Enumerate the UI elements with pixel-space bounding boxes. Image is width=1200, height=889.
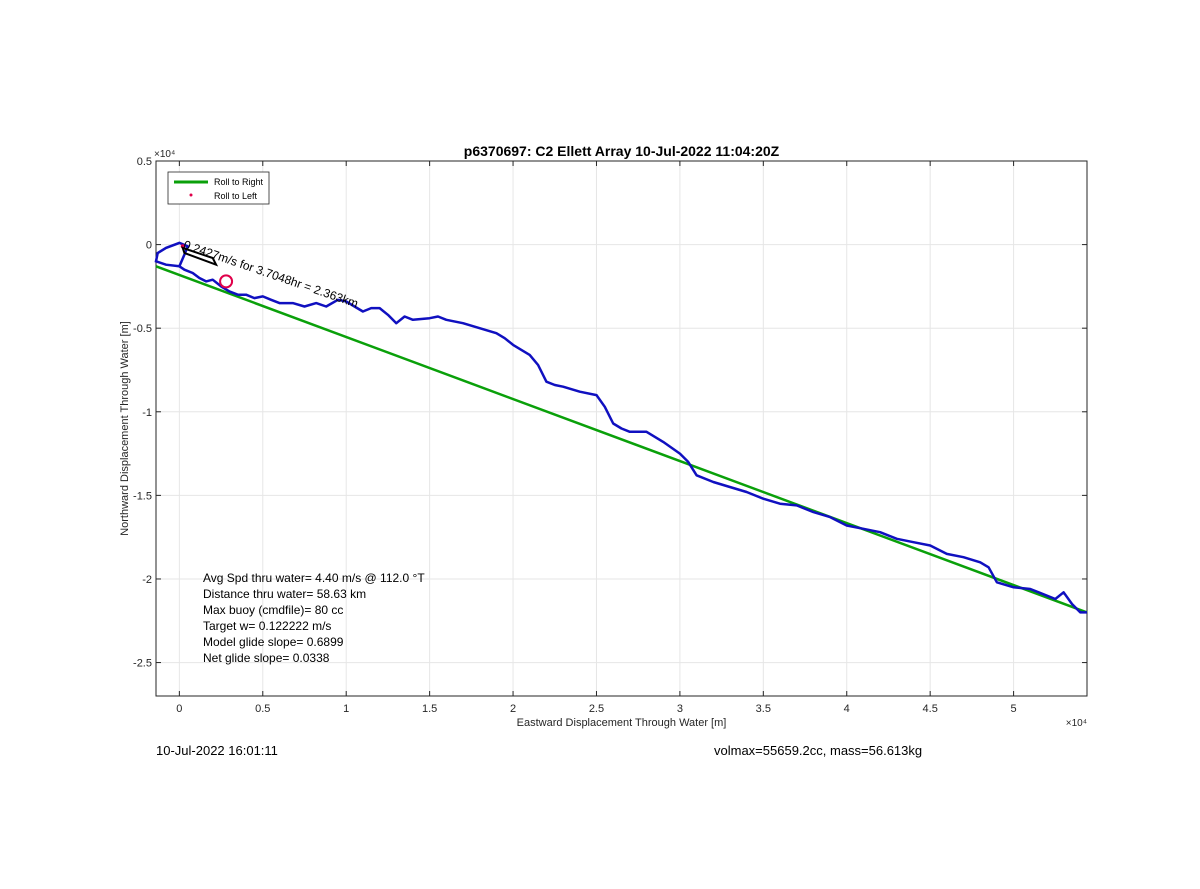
series-start-loop — [154, 241, 190, 268]
chart-title: p6370697: C2 Ellett Array 10-Jul-2022 11… — [464, 143, 780, 159]
stats-line: Model glide slope= 0.6899 — [203, 635, 344, 649]
stats-line: Avg Spd thru water= 4.40 m/s @ 112.0 °T — [203, 571, 425, 585]
stats-line: Target w= 0.122222 m/s — [203, 619, 331, 633]
x-tick-label: 2 — [510, 703, 516, 715]
x-tick-label: 4.5 — [923, 703, 938, 715]
x-tick-label: 3 — [677, 703, 683, 715]
x-tick-label: 1.5 — [422, 703, 437, 715]
footer-timestamp: 10-Jul-2022 16:01:11 — [156, 743, 278, 758]
y-tick-label: -0.5 — [133, 323, 152, 335]
stats-line: Net glide slope= 0.0338 — [203, 651, 330, 665]
y-axis-label: Northward Displacement Through Water [m] — [119, 321, 131, 536]
legend-box — [167, 171, 270, 205]
y-tick-label: 0.5 — [137, 156, 152, 168]
y-tick-label: -2.5 — [133, 658, 152, 670]
x-tick-label: 0 — [176, 703, 182, 715]
x-tick-label: 1 — [343, 703, 349, 715]
stats-line: Max buoy (cmdfile)= 80 cc — [203, 603, 343, 617]
y-tick-label: -1 — [142, 407, 152, 419]
axes-frame — [155, 160, 1088, 697]
footer-volmax-mass: volmax=55659.2cc, mass=56.613kg — [714, 743, 923, 758]
stats-line: Distance thru water= 58.63 km — [203, 587, 366, 601]
x-tick-label: 5 — [1011, 703, 1017, 715]
plot-area: 0 0.5 1 1.5 2 2.5 3 3.5 4 4.5 5 -2.5 -2 -1.5 -1 -0.5 0 0.… — [119, 143, 1088, 729]
series-line-blue — [178, 265, 1087, 614]
legend-marker-roll-left — [189, 193, 193, 197]
series-line-green — [155, 265, 1088, 614]
x-tick-label: 0.5 — [255, 703, 270, 715]
y-tick-label: -2 — [142, 574, 152, 586]
y-tick-label: -1.5 — [133, 490, 152, 502]
x-exponent-label: ×10⁴ — [1066, 718, 1087, 729]
x-tick-label: 3.5 — [756, 703, 771, 715]
y-exponent-label: ×10⁴ — [154, 149, 175, 160]
y-tick-label: 0 — [146, 240, 152, 252]
legend-label-roll-left: Roll to Left — [214, 191, 258, 201]
current-arrow — [181, 246, 219, 267]
roll-left-marker — [219, 274, 234, 289]
x-tick-label: 2.5 — [589, 703, 604, 715]
legend-label-roll-right: Roll to Right — [214, 177, 264, 187]
x-tick-label: 4 — [844, 703, 850, 715]
x-axis-label: Eastward Displacement Through Water [m] — [517, 717, 727, 729]
